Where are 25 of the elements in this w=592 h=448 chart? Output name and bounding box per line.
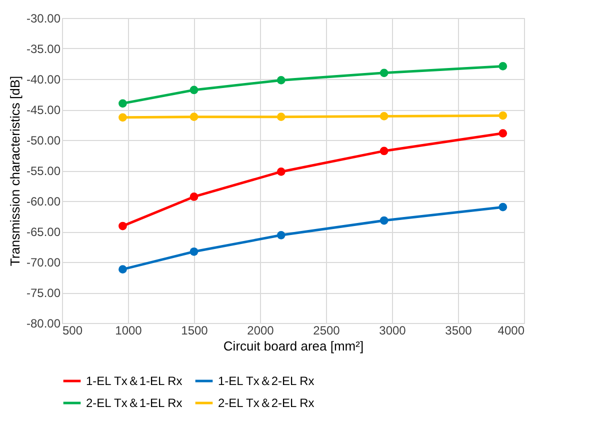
legend-label: 1-EL Tx＆2-EL Rx (218, 374, 314, 388)
y-tick-label: -50.00 (26, 134, 61, 148)
x-axis-title: Circuit board area [mm²] (223, 338, 364, 354)
y-axis-title: Transmission characteristics [dB] (7, 76, 22, 266)
y-tick-label: -30.00 (26, 12, 61, 26)
x-tick-label: 3500 (445, 324, 472, 338)
x-tick-label: 2500 (313, 324, 340, 338)
y-tick-label: -55.00 (26, 164, 61, 178)
y-tick-label: -70.00 (26, 256, 61, 270)
x-tick-label: 500 (62, 324, 83, 338)
y-tick-label: -45.00 (26, 103, 61, 117)
y-tick-label: -80.00 (26, 316, 61, 330)
legend-label: 2-EL Tx＆2-EL Rx (218, 396, 314, 410)
x-tick-label: 1000 (115, 324, 142, 338)
y-tick-label: -75.00 (26, 286, 61, 300)
x-tick-label: 3000 (379, 324, 406, 338)
y-tick-label: -35.00 (26, 42, 61, 56)
x-tick-label: 2000 (247, 324, 274, 338)
y-tick-label: -40.00 (26, 72, 61, 86)
legend-label: 2-EL Tx＆1-EL Rx (86, 396, 182, 410)
y-tick-label: -65.00 (26, 225, 61, 239)
y-tick-label: -60.00 (26, 194, 61, 208)
x-tick-label: 4000 (498, 324, 525, 338)
x-tick-label: 1500 (181, 324, 208, 338)
legend-label: 1-EL Tx＆1-EL Rx (86, 374, 182, 388)
